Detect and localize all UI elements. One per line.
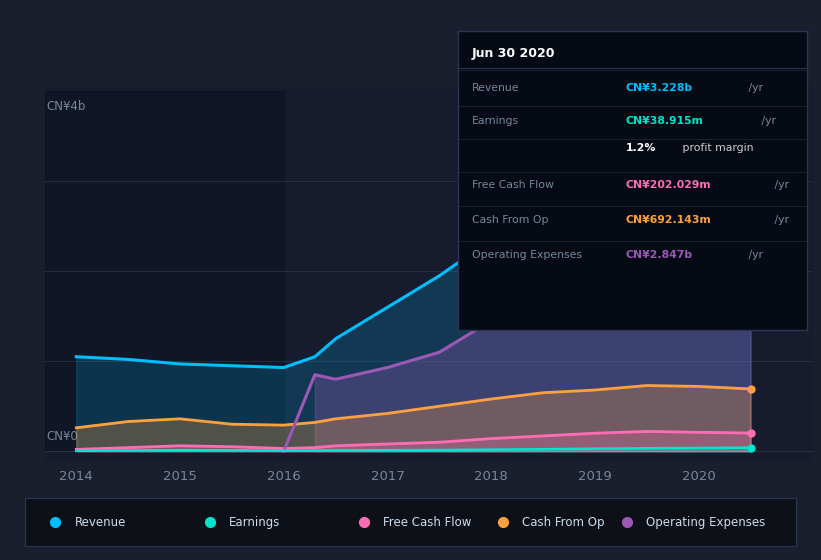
Text: CN¥0: CN¥0 — [47, 430, 79, 444]
Bar — [45, 91, 284, 451]
Text: /yr: /yr — [772, 180, 790, 190]
Text: Cash From Op: Cash From Op — [472, 214, 548, 225]
Text: CN¥4b: CN¥4b — [47, 100, 86, 113]
Text: Operating Expenses: Operating Expenses — [646, 516, 765, 529]
Text: Jun 30 2020: Jun 30 2020 — [472, 47, 556, 60]
Text: Cash From Op: Cash From Op — [522, 516, 605, 529]
Text: Revenue: Revenue — [472, 83, 520, 93]
Text: CN¥38.915m: CN¥38.915m — [626, 116, 704, 125]
Text: Free Cash Flow: Free Cash Flow — [383, 516, 472, 529]
Text: Operating Expenses: Operating Expenses — [472, 250, 582, 260]
Text: Free Cash Flow: Free Cash Flow — [472, 180, 554, 190]
Text: profit margin: profit margin — [679, 143, 753, 153]
Text: /yr: /yr — [759, 116, 776, 125]
Text: Earnings: Earnings — [472, 116, 519, 125]
Text: Earnings: Earnings — [229, 516, 281, 529]
Text: CN¥692.143m: CN¥692.143m — [626, 214, 711, 225]
Text: 1.2%: 1.2% — [626, 143, 656, 153]
Text: CN¥3.228b: CN¥3.228b — [626, 83, 693, 93]
Text: /yr: /yr — [772, 214, 790, 225]
Text: CN¥2.847b: CN¥2.847b — [626, 250, 693, 260]
Text: Revenue: Revenue — [75, 516, 126, 529]
Text: /yr: /yr — [745, 83, 763, 93]
Text: CN¥202.029m: CN¥202.029m — [626, 180, 711, 190]
Text: /yr: /yr — [745, 250, 763, 260]
